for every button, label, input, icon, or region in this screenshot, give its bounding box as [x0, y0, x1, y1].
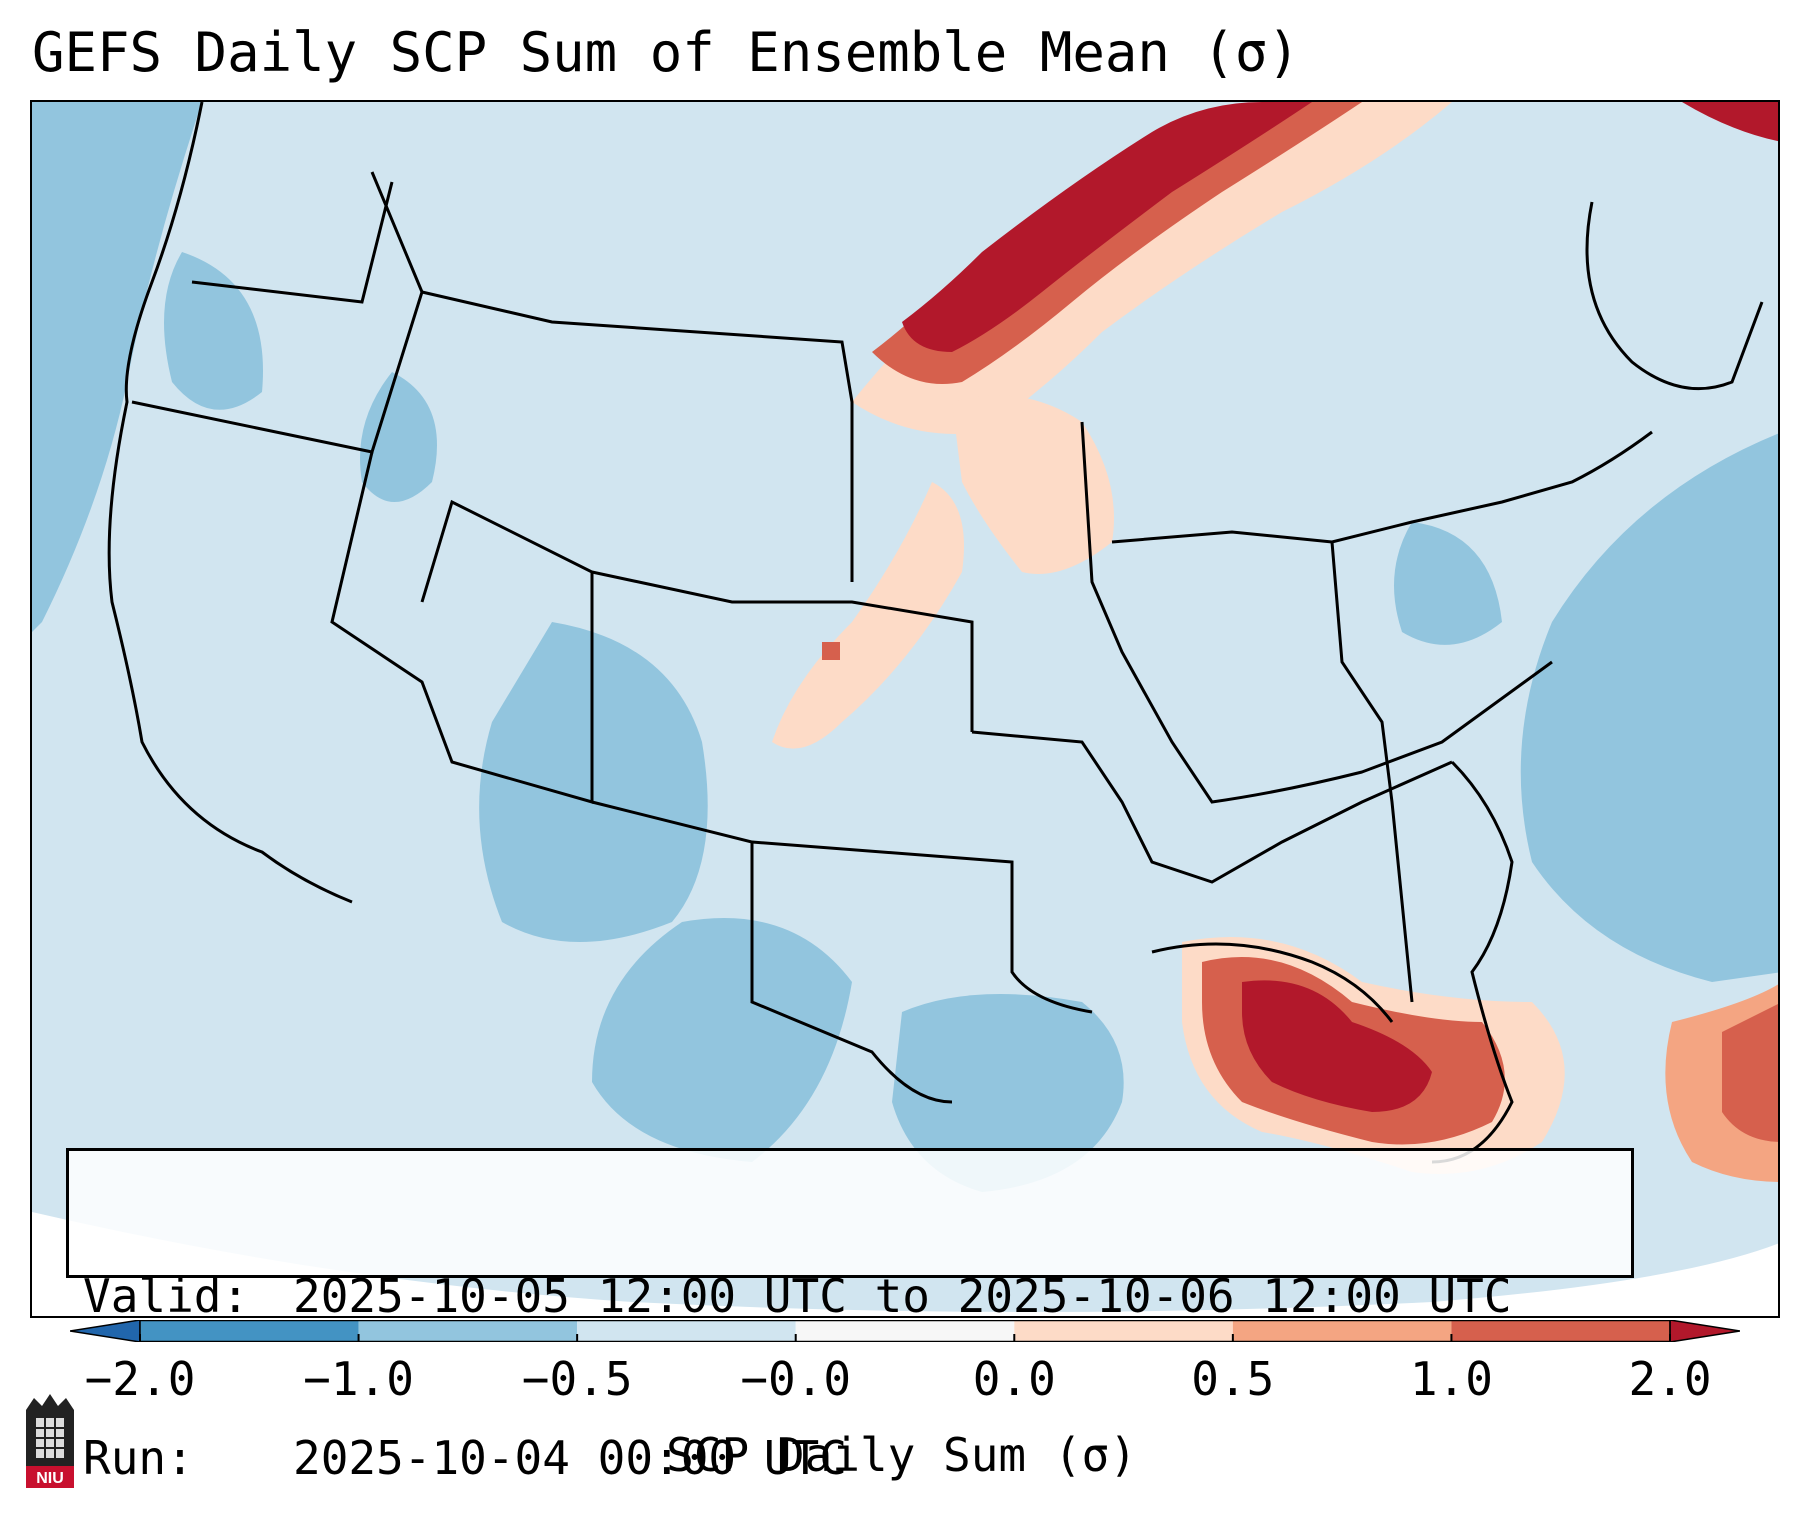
colorbar-tick-label: −0.0 [740, 1352, 852, 1406]
colorbar-tick-label: 0.0 [972, 1352, 1056, 1406]
chart-title: GEFS Daily SCP Sum of Ensemble Mean (σ) [32, 21, 1300, 84]
quebec-max [1682, 102, 1778, 142]
washington-border [191, 181, 394, 304]
washington-negative [164, 252, 263, 410]
colorbar-segment [1232, 1320, 1452, 1342]
gulf-coast-east [1151, 942, 1394, 1023]
state-boundaries [107, 102, 1764, 1164]
central-line-1 [591, 570, 974, 732]
run-label: Run: [83, 1431, 194, 1485]
us-map [32, 102, 1778, 1316]
gulf-of-mexico [892, 994, 1124, 1192]
florida-max [1242, 980, 1432, 1112]
colorbar-segment [140, 1320, 359, 1342]
colorbar-border [139, 1320, 1671, 1342]
colorbar-segment [1014, 1320, 1233, 1342]
colorbar-tick-label: 2.0 [1628, 1352, 1712, 1406]
niu-logo: NIU [26, 1394, 74, 1488]
pacific-ocean [32, 102, 202, 632]
colorbar-extend-low [70, 1320, 141, 1342]
valid-value: 2025-10-05 12:00 UTC to 2025-10-06 12:00… [293, 1269, 1512, 1323]
nevada-utah [330, 451, 594, 804]
colorbar-tick-label: −1.0 [303, 1352, 414, 1406]
oklahoma-texas [751, 840, 1093, 1014]
map-panel [30, 100, 1780, 1318]
info-box: Valid: 2025-10-05 12:00 UTC to 2025-10-0… [66, 1148, 1634, 1485]
new-england [1585, 201, 1764, 391]
texas-negative [592, 918, 852, 1162]
colorbar-segment [1451, 1320, 1670, 1342]
valid-row: Valid: 2025-10-05 12:00 UTC to 2025-10-0… [83, 1269, 1617, 1323]
oregon-border [131, 171, 424, 454]
run-value: 2025-10-04 00:00 UTC [293, 1431, 847, 1485]
outside-domain [32, 1212, 1778, 1316]
idaho-negative [360, 372, 437, 502]
colorbar-label: SCP Daily Sum (σ) [666, 1428, 1137, 1482]
valid-label: Valid: [83, 1269, 250, 1323]
colorbar-tick-label: −0.5 [521, 1352, 633, 1406]
colorbar-tick-label: 1.0 [1409, 1352, 1493, 1406]
colorbar-segment [358, 1320, 578, 1342]
northern-plains-max [902, 102, 1312, 352]
colorbar-segment [577, 1320, 796, 1342]
great-lakes-line [1111, 430, 1653, 544]
colorbar [70, 1320, 1740, 1342]
atlantic-coast [1431, 760, 1514, 1164]
plains-stripe [772, 482, 964, 749]
central-line-2 [591, 800, 953, 1104]
colorbar-tick-label: −2.0 [84, 1352, 196, 1406]
colorbar-ticks: −2.0 −1.0 −0.5 −0.0 0.0 0.5 1.0 2.0 [0, 1352, 1803, 1412]
west-coast [107, 102, 353, 904]
northern-border [421, 290, 854, 582]
caribbean-mid [1722, 1004, 1778, 1142]
run-row: Run: 2025-10-04 00:00 UTC [83, 1431, 1617, 1485]
midsouth [971, 730, 1453, 884]
eastern-interior [1080, 421, 1553, 804]
colorbar-tick-label: 0.5 [1191, 1352, 1275, 1406]
pennsylvania-negative [1394, 522, 1502, 645]
atlantic-ocean [1520, 433, 1778, 982]
wisconsin-positive [952, 395, 1114, 574]
appalachian-line [1330, 541, 1414, 1003]
colorbar-segment [795, 1320, 1015, 1342]
logo-text: NIU [36, 1470, 64, 1487]
kansas-spot [822, 642, 840, 660]
colorbar-extend-high [1669, 1320, 1740, 1342]
